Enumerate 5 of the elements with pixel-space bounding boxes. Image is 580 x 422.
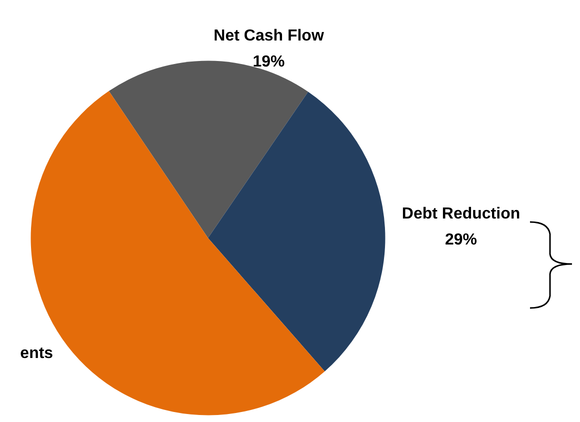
slice-label: ents — [20, 344, 54, 362]
slice-label: Net Cash Flow — [214, 27, 324, 44]
slice-label: Debt Reduction — [402, 205, 520, 222]
data-label: 19% — [252, 53, 285, 70]
data-label: 29% — [445, 231, 478, 248]
